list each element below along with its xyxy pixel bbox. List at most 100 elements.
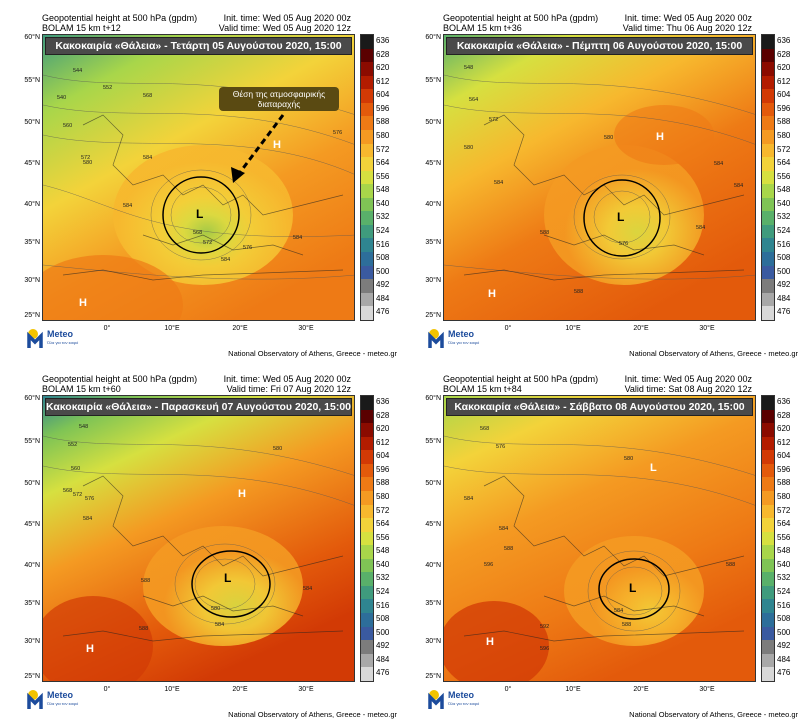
footer-credit: National Observatory of Athens, Greece -… xyxy=(629,349,798,358)
colorbar-segment xyxy=(361,48,373,63)
colorbar-segment xyxy=(361,640,373,654)
logo-name: Meteo xyxy=(448,329,475,339)
logo-tagline: Όλα για τον καιρό xyxy=(448,340,480,345)
meteo-logo: Meteo Όλα για τον καιρό xyxy=(27,687,97,717)
header-left: Geopotential height at 500 hPa (gpdm) BO… xyxy=(443,374,598,394)
colorbar-label: 532 xyxy=(376,212,390,222)
colorbar-label: 548 xyxy=(376,546,390,556)
banner-title: Κακοκαιρία «Θάλεια» - Παρασκευή 07 Αυγού… xyxy=(45,398,352,416)
contour-label: 548 xyxy=(464,65,474,71)
footer-credit: National Observatory of Athens, Greece -… xyxy=(228,710,397,719)
colorbar-segment xyxy=(762,211,774,225)
colorbar-segment xyxy=(361,75,373,90)
contour-label: 572 xyxy=(73,492,83,498)
map-field xyxy=(43,35,354,320)
lat-tick: 45°N xyxy=(425,160,441,167)
logo-name: Meteo xyxy=(47,329,74,339)
lon-tick: 0° xyxy=(103,325,111,332)
colorbar-label: 500 xyxy=(777,627,791,637)
colorbar-label: 604 xyxy=(777,451,791,461)
colorbar-label: 580 xyxy=(376,492,390,501)
contour-label: 588 xyxy=(622,622,632,628)
lat-tick: 45°N xyxy=(24,521,40,528)
contour-label: 596 xyxy=(540,646,550,652)
colorbar-label: 524 xyxy=(777,587,791,596)
disturbance-annotation: Θέση της ατμοσφαιρικής διαταραχής xyxy=(219,87,339,111)
low-pressure-label: L xyxy=(629,581,637,595)
colorbar-segment xyxy=(762,224,774,239)
colorbar-label: 628 xyxy=(777,49,791,59)
high-pressure-label-1: H xyxy=(656,131,664,143)
init-time: Init. time: Wed 05 Aug 2020 00z xyxy=(624,374,752,384)
lat-tick: 25°N xyxy=(425,673,441,680)
colorbar-label: 636 xyxy=(376,36,390,45)
valid-time: Valid time: Thu 06 Aug 2020 12z xyxy=(622,23,752,33)
lat-tick: 50°N xyxy=(425,480,441,487)
contour-label: 560 xyxy=(63,123,73,129)
lon-tick: 30°E xyxy=(699,325,715,332)
colorbar-segment xyxy=(361,450,373,464)
colorbar-label: 636 xyxy=(376,397,390,406)
colorbar-label: 500 xyxy=(376,627,390,637)
contour-label: 584 xyxy=(143,155,153,161)
contour-label: 580 xyxy=(273,446,283,452)
map: Κακοκαιρία «Θάλεια» - Παρασκευή 07 Αυγού… xyxy=(42,395,355,682)
colorbar-label: 548 xyxy=(376,185,390,195)
init-time: Init. time: Wed 05 Aug 2020 00z xyxy=(223,374,351,384)
colorbar-segment xyxy=(361,238,373,252)
logo-tagline: Όλα για τον καιρό xyxy=(47,340,79,345)
contour-label: 580 xyxy=(464,145,474,151)
annotation-line-1: Θέση της ατμοσφαιρικής xyxy=(232,89,326,99)
lon-tick: 30°E xyxy=(298,325,314,332)
colorbar-label: 500 xyxy=(376,266,390,276)
contour-label: 564 xyxy=(469,97,479,103)
colorbar-segment xyxy=(361,518,373,532)
lat-tick: 35°N xyxy=(425,239,441,246)
lat-tick: 30°N xyxy=(425,277,441,284)
colorbar-label: 588 xyxy=(376,478,390,488)
colorbar-segment xyxy=(762,157,774,171)
colorbar-segment xyxy=(762,585,774,600)
colorbar-label: 524 xyxy=(376,587,390,596)
colorbar-label: 636 xyxy=(777,36,791,45)
colorbar-segment xyxy=(361,477,373,491)
colorbar-label: 564 xyxy=(376,158,390,168)
lat-tick: 25°N xyxy=(425,312,441,319)
colorbar xyxy=(360,395,374,682)
contour-label: 584 xyxy=(83,516,93,522)
banner-title: Κακοκαιρία «Θάλεια» - Πέμπτη 06 Αυγούστο… xyxy=(446,37,753,55)
lat-tick: 60°N xyxy=(425,395,441,402)
colorbar-label: 556 xyxy=(777,171,791,181)
colorbar-label: 516 xyxy=(777,600,791,610)
contour-label: 584 xyxy=(494,180,504,186)
colorbar-label: 492 xyxy=(777,641,791,651)
colorbar-segment xyxy=(361,102,373,117)
colorbar-segment xyxy=(762,238,774,252)
lat-tick: 40°N xyxy=(24,201,40,208)
colorbar-segment xyxy=(762,62,774,76)
contour-label: 552 xyxy=(103,85,113,91)
map: Κακοκαιρία «Θάλεια» - Πέμπτη 06 Αυγούστο… xyxy=(443,34,756,321)
colorbar-segment xyxy=(361,89,373,103)
colorbar-label: 524 xyxy=(376,226,390,235)
logo-name: Meteo xyxy=(47,690,74,700)
colorbar-segment xyxy=(361,396,373,410)
colorbar-segment xyxy=(762,35,774,49)
colorbar-segment xyxy=(762,667,774,681)
colorbar-label: 540 xyxy=(777,559,791,569)
contour-label: 552 xyxy=(68,442,78,448)
lon-tick: 10°E xyxy=(164,686,180,693)
header-left: Geopotential height at 500 hPa (gpdm) BO… xyxy=(443,13,598,33)
header-left: Geopotential height at 500 hPa (gpdm) BO… xyxy=(42,374,197,394)
colorbar-segment xyxy=(762,89,774,103)
colorbar-segment xyxy=(361,572,373,586)
colorbar-segment xyxy=(762,184,774,198)
logo-tagline: Όλα για τον καιρό xyxy=(47,701,79,706)
colorbar-label: 540 xyxy=(376,198,390,208)
contour-label: 548 xyxy=(79,424,89,430)
colorbar-segment xyxy=(361,129,373,144)
colorbar-label: 580 xyxy=(376,131,390,140)
colorbar-segment xyxy=(762,48,774,63)
contour-label: 584 xyxy=(696,225,706,231)
colorbar-label: 476 xyxy=(777,307,791,317)
